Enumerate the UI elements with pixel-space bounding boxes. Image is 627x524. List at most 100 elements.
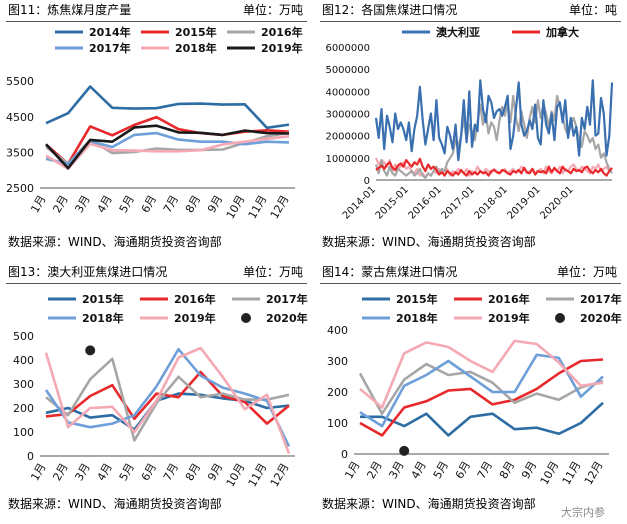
panel-header: 图11：炼焦煤月度产量 单位：万吨 <box>6 0 307 22</box>
legend-label: 加拿大 <box>545 25 579 39</box>
series-line <box>375 157 613 177</box>
chart-unit: 单位：万吨 <box>242 3 303 17</box>
data-source: 数据来源：WIND、海通期货投资咨询部 <box>322 497 536 511</box>
y-tick-label: 400 <box>327 324 348 337</box>
x-tick-label: 3月 <box>73 461 93 483</box>
chart-panel-australia-imports: 图13：澳大利亚焦煤进口情况 单位：万吨 2015年 2016年 2017年 2018… <box>0 262 313 524</box>
y-tick-label: 5500 <box>6 75 34 88</box>
y-tick-label: 400 <box>13 354 34 367</box>
y-tick-label: 300 <box>13 378 34 391</box>
legend-marker <box>555 313 565 323</box>
x-tick-label: 7月 <box>161 461 181 483</box>
chart-panel-coking-coal-output: 图11：炼焦煤月度产量 单位：万吨 2014年 2015年 2016年 2017年 20… <box>0 0 313 262</box>
legend-item: 2020年 <box>555 311 622 325</box>
legend-marker <box>241 313 251 323</box>
chart-plot: 2015年 2016年 2017年 2018年 2019年 2020年 0 100 200 300… <box>327 292 622 487</box>
chart-title: 图14：蒙古焦煤进口情况 <box>322 265 458 279</box>
legend-item: 2019年 <box>454 311 530 325</box>
x-tick-label: 12月 <box>582 459 606 487</box>
x-tick-label: 2020-01 <box>538 184 575 221</box>
legend-label: 2017年 <box>89 41 131 55</box>
y-tick-label: 6000000 <box>325 43 370 54</box>
y-tick-label: 200 <box>327 386 348 399</box>
legend-item: 2016年 <box>454 292 530 306</box>
x-tick-label: 2月 <box>50 461 70 483</box>
legend-item: 澳大利亚 <box>402 25 480 39</box>
legend-label: 2017年 <box>580 292 622 306</box>
chart-title: 图11：炼焦煤月度产量 <box>8 3 132 17</box>
series-line <box>359 353 604 428</box>
y-tick-label: 3500 <box>6 146 34 159</box>
y-tick-label: 2500 <box>6 182 34 195</box>
chart-title: 图13：澳大利亚焦煤进口情况 <box>8 265 168 279</box>
panel-header: 图13：澳大利亚焦煤进口情况 单位：万吨 <box>6 262 307 284</box>
y-tick-label: 2000000 <box>325 132 370 143</box>
legend-item: 2014年 <box>55 25 131 39</box>
x-tick-label: 1月 <box>28 193 48 215</box>
x-tick-label: 2019-01 <box>505 184 542 221</box>
series-line <box>45 85 290 130</box>
watermark-text: 大宗内参 <box>561 506 605 519</box>
chart-panel-coking-coal-imports-by-country: 图12：各国焦煤进口情况 单位：吨 澳大利亚 加拿大 0 1000000 2000000… <box>314 0 627 262</box>
legend-label: 2018年 <box>82 311 124 325</box>
x-tick-label: 5月 <box>431 459 451 481</box>
series-point <box>85 345 96 356</box>
series-line <box>45 392 290 431</box>
series-line <box>45 124 290 170</box>
x-tick-label: 7月 <box>475 459 495 481</box>
x-tick-label: 4月 <box>95 461 115 483</box>
chart-title: 图12：各国焦煤进口情况 <box>322 3 458 17</box>
legend-item: 2015年 <box>141 25 217 39</box>
x-tick-label: 10月 <box>224 193 248 221</box>
data-source: 数据来源：WIND、海通期货投资咨询部 <box>322 235 536 249</box>
y-tick-label: 0 <box>27 450 34 463</box>
legend-item: 2015年 <box>362 292 438 306</box>
series-line <box>45 357 290 442</box>
legend-label: 2019年 <box>488 311 530 325</box>
y-tick-label: 4500 <box>6 111 34 124</box>
x-tick-label: 2016-01 <box>407 184 444 221</box>
y-tick-label: 4000000 <box>325 87 370 98</box>
y-tick-label: 300 <box>327 355 348 368</box>
legend-item: 2016年 <box>227 25 303 39</box>
series-line <box>360 401 604 437</box>
x-tick-label: 2月 <box>364 459 384 481</box>
legend-label: 2019年 <box>174 311 216 325</box>
series-line <box>359 339 604 409</box>
x-tick-label: 5月 <box>117 193 137 215</box>
series-line <box>374 94 613 179</box>
x-tick-label: 9月 <box>205 461 225 483</box>
x-tick-label: 11月 <box>560 459 584 487</box>
series-line <box>44 347 291 447</box>
chart-unit: 单位：吨 <box>568 3 617 17</box>
data-source: 数据来源：WIND、海通期货投资咨询部 <box>8 497 222 511</box>
legend-label: 2020年 <box>266 311 308 325</box>
y-tick-label: 5000000 <box>325 65 370 76</box>
legend-label: 2017年 <box>266 292 308 306</box>
series-line <box>358 362 604 415</box>
series-point <box>399 445 410 456</box>
legend-label: 2016年 <box>488 292 530 306</box>
x-tick-label: 11月 <box>246 193 270 221</box>
chart-unit: 单位：万吨 <box>556 265 617 279</box>
legend-label: 2016年 <box>261 25 303 39</box>
x-tick-label: 2月 <box>50 193 70 215</box>
legend-item: 2015年 <box>48 292 124 306</box>
y-tick-label: 3000000 <box>325 110 370 121</box>
series-line <box>374 79 614 162</box>
x-tick-label: 4月 <box>95 193 115 215</box>
legend-label: 2015年 <box>396 292 438 306</box>
chart-plot: 2015年 2016年 2017年 2018年 2019年 2020年 0 100 200 300… <box>13 292 308 489</box>
legend-item: 2017年 <box>55 41 131 55</box>
panel-header: 图12：各国焦煤进口情况 单位：吨 <box>320 0 621 22</box>
x-tick-label: 12月 <box>268 193 292 221</box>
series-line <box>44 346 291 455</box>
x-tick-label: 10月 <box>538 459 562 487</box>
x-tick-label: 8月 <box>183 461 203 483</box>
legend-label: 2018年 <box>396 311 438 325</box>
y-tick-label: 0 <box>364 176 370 187</box>
legend-label: 2020年 <box>580 311 622 325</box>
x-tick-label: 2018-01 <box>473 184 510 221</box>
x-tick-label: 2015-01 <box>374 184 411 221</box>
x-tick-label: 2014-01 <box>341 184 378 221</box>
